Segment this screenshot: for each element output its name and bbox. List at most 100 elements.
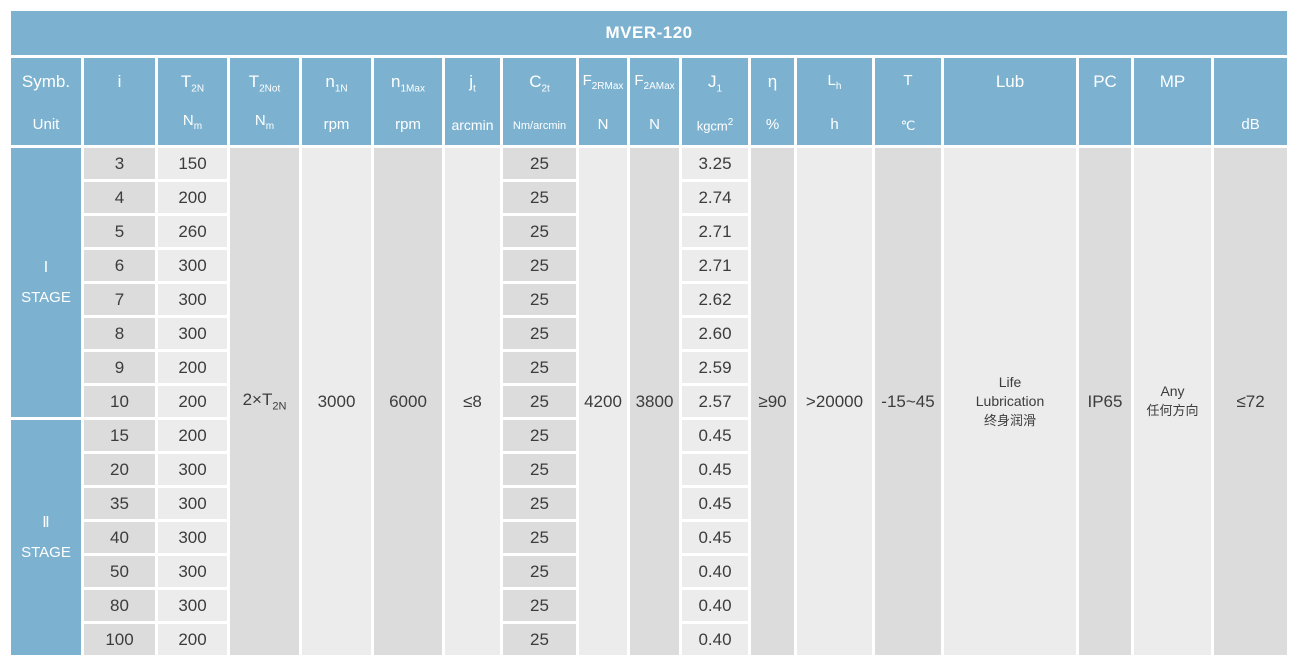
jt-value-cell: ≤8 xyxy=(445,148,500,655)
stage-1-label: STAGE xyxy=(21,288,71,306)
table-row: Ⅰ STAGE 3 150 2×T2N 3000 6000 ≤8 25 4200… xyxy=(11,148,1288,655)
table-row: 6 300 25 2.71 xyxy=(11,250,1287,281)
i-cell: 100 xyxy=(84,624,155,655)
header-db: dB xyxy=(1214,58,1288,145)
j1-cell: 2.62 xyxy=(682,284,748,315)
header-t2not: T2Not Nm xyxy=(230,58,299,145)
c2t-cell: 25 xyxy=(503,556,576,587)
stage-1-cell: Ⅰ STAGE xyxy=(11,148,81,417)
i-cell: 40 xyxy=(84,522,155,553)
header-mp: MP xyxy=(1134,58,1211,145)
i-cell: 5 xyxy=(84,216,155,247)
stage-2-cell: Ⅱ STAGE xyxy=(11,420,81,655)
t2n-cell: 300 xyxy=(158,250,227,281)
header-f2amax: F2AMax N xyxy=(630,58,679,145)
i-cell: 7 xyxy=(84,284,155,315)
header-unit-label: Unit xyxy=(32,116,60,133)
j1-cell: 0.45 xyxy=(682,522,748,553)
c2t-cell: 25 xyxy=(503,454,576,485)
j1-cell: 0.45 xyxy=(682,454,748,485)
t2n-cell: 200 xyxy=(158,624,227,655)
f2rmax-value-cell: 4200 xyxy=(579,148,627,655)
c2t-cell: 25 xyxy=(503,590,576,621)
stage-2-label: STAGE xyxy=(21,543,71,561)
table-row: 20 300 25 0.45 xyxy=(11,454,1287,485)
t-value-cell: -15~45 xyxy=(875,148,941,655)
header-i: i xyxy=(84,58,155,145)
c2t-cell: 25 xyxy=(503,352,576,383)
n1max-value-cell: 6000 xyxy=(374,148,442,655)
j1-cell: 2.71 xyxy=(682,216,748,247)
i-cell: 9 xyxy=(84,352,155,383)
mp-chinese: 任何方向 xyxy=(1146,403,1199,419)
table-row: Ⅱ STAGE 15 200 25 0.45 xyxy=(11,420,1287,655)
header-j1: J1 kgcm2 xyxy=(682,58,748,145)
header-lh: Lh h xyxy=(797,58,872,145)
stage-1-numeral: Ⅰ xyxy=(43,258,49,276)
c2t-cell: 25 xyxy=(503,182,576,213)
i-cell: 6 xyxy=(84,250,155,281)
header-t: T ℃ xyxy=(875,58,941,145)
table-row: 4 200 25 2.74 xyxy=(11,182,1287,213)
t2not-value-cell: 2×T2N xyxy=(230,148,299,655)
c2t-cell: 25 xyxy=(503,284,576,315)
eta-value-cell: ≥90 xyxy=(751,148,794,655)
table-title: MVER-120 xyxy=(11,11,1288,55)
header-t2n: T2N Nm xyxy=(158,58,227,145)
lub-chinese: 终身润滑 xyxy=(983,412,1036,428)
table-row: 9 200 25 2.59 xyxy=(11,352,1287,383)
stage-2-numeral: Ⅱ xyxy=(42,513,50,531)
j1-cell: 2.57 xyxy=(682,386,748,417)
i-cell: 15 xyxy=(84,420,155,451)
t2n-cell: 300 xyxy=(158,522,227,553)
t2n-cell: 300 xyxy=(158,590,227,621)
t2n-cell: 200 xyxy=(158,386,227,417)
table-row: 50 300 25 0.40 xyxy=(11,556,1287,587)
c2t-cell: 25 xyxy=(503,148,576,179)
i-cell: 20 xyxy=(84,454,155,485)
t2n-cell: 200 xyxy=(158,182,227,213)
j1-cell: 3.25 xyxy=(682,148,748,179)
header-symb-label: Symb. xyxy=(21,72,71,91)
c2t-cell: 25 xyxy=(503,522,576,553)
c2t-cell: 25 xyxy=(503,624,576,655)
j1-cell: 2.74 xyxy=(682,182,748,213)
table-row: 7 300 25 2.62 xyxy=(11,284,1287,315)
pc-value-cell: IP65 xyxy=(1079,148,1131,655)
header-n1n: n1N rpm xyxy=(302,58,371,145)
c2t-cell: 25 xyxy=(503,250,576,281)
t2n-cell: 300 xyxy=(158,284,227,315)
j1-cell: 0.45 xyxy=(682,420,748,451)
j1-cell: 0.40 xyxy=(682,590,748,621)
i-cell: 4 xyxy=(84,182,155,213)
c2t-cell: 25 xyxy=(503,318,576,349)
spec-table: MVER-120 Symb. Unit i T2N Nm xyxy=(8,8,1290,658)
header-f2rmax: F2RMax N xyxy=(579,58,627,145)
header-jt: jt arcmin xyxy=(445,58,500,145)
i-cell: 35 xyxy=(84,488,155,519)
header-c2t: C2t Nm/arcmin xyxy=(503,58,576,145)
header-n1max: n1Max rpm xyxy=(374,58,442,145)
j1-cell: 2.60 xyxy=(682,318,748,349)
lub-value-cell: Life Lubrication 终身润滑 xyxy=(944,148,1076,655)
header-lub: Lub xyxy=(944,58,1076,145)
t2n-cell: 260 xyxy=(158,216,227,247)
table-row: 35 300 25 0.45 xyxy=(11,488,1287,519)
header-eta: η % xyxy=(751,58,794,145)
header-pc: PC xyxy=(1079,58,1131,145)
j1-cell: 0.40 xyxy=(682,624,748,655)
c2t-cell: 25 xyxy=(503,488,576,519)
table-row: 80 300 25 0.40 xyxy=(11,590,1287,621)
db-value-cell: ≤72 xyxy=(1214,148,1288,655)
f2amax-value-cell: 3800 xyxy=(630,148,679,655)
table-row: 40 300 25 0.45 xyxy=(11,522,1287,553)
i-cell: 3 xyxy=(84,148,155,179)
i-cell: 10 xyxy=(84,386,155,417)
lh-value-cell: >20000 xyxy=(797,148,872,655)
table-row: 100 200 25 0.40 xyxy=(11,624,1287,655)
j1-cell: 0.45 xyxy=(682,488,748,519)
t2n-cell: 150 xyxy=(158,148,227,179)
table-row: 5 260 25 2.71 xyxy=(11,216,1287,247)
t2n-cell: 200 xyxy=(158,352,227,383)
